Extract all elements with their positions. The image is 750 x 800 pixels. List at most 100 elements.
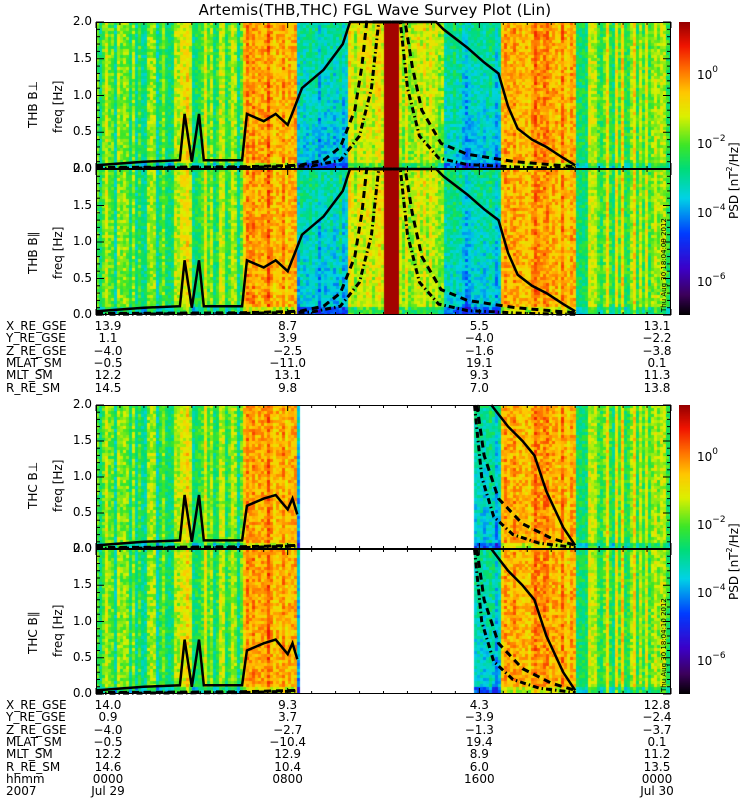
ephemeris-value: −4.0 [464, 331, 494, 346]
series-dashdot-line [95, 20, 576, 170]
timestamp-upper: Thu Aug 30 18:04:09 2012 [660, 218, 668, 312]
ephemeris-value: Jul 29 [91, 784, 125, 799]
y-tick-label: 0.0 [72, 307, 92, 321]
colorbar-tick-label: 10−6 [697, 651, 726, 669]
y-tick-label: 0.5 [72, 124, 92, 139]
ephemeris-value: −10.4 [269, 734, 307, 749]
ephemeris-value: 19.1 [465, 355, 493, 370]
ephemeris-label: X_RE_GSE [6, 698, 67, 712]
ephemeris-value: 12.2 [94, 368, 122, 383]
ephemeris-value: Jul 30 [640, 784, 674, 799]
colorbar-tick-label: 100 [697, 64, 719, 82]
ephemeris-value: 0.1 [647, 355, 667, 370]
series-dashed-line [95, 548, 576, 695]
ephemeris-value: 1600 [464, 771, 495, 786]
y-tick-label: 0.0 [72, 686, 92, 700]
panel-frame [96, 405, 671, 549]
panel-frame [96, 22, 671, 169]
ephemeris-value: 10.4 [274, 759, 302, 774]
y-tick-label: 1.0 [72, 87, 92, 102]
colorbar-tick-label: 10−4 [697, 202, 726, 220]
colorbar-tick-label: 100 [697, 447, 719, 465]
ephemeris-value: −0.5 [93, 734, 123, 749]
y-tick-label: 0.5 [72, 270, 92, 285]
ephemeris-value: 13.5 [643, 759, 671, 774]
ephemeris-label: Y_RE_GSE [6, 710, 66, 725]
ephemeris-value: 14.5 [94, 380, 122, 395]
ephemeris-value: −2.4 [642, 710, 672, 725]
ephemeris-value: −1.3 [464, 722, 494, 737]
ephemeris-value: −4.0 [93, 343, 123, 358]
spectrogram-thc-bpar [95, 548, 672, 695]
spectrogram-image [96, 405, 671, 549]
ephemeris-value: 12.8 [643, 698, 671, 712]
ephemeris-value: 6.0 [469, 759, 489, 774]
y-tick-label: 2.0 [72, 397, 92, 411]
ephemeris-value: 13.8 [643, 380, 671, 395]
ephemeris-value: 12.9 [274, 747, 302, 762]
spectrogram-thb-bpar [95, 167, 672, 316]
spectrogram-image [96, 549, 671, 694]
ephemeris-label: Z_RE_GSE [6, 343, 67, 358]
ephemeris-value: −2.5 [273, 343, 303, 358]
ephemeris-value: 13.9 [94, 319, 122, 333]
ephemeris-value: −0.5 [93, 355, 123, 370]
ephemeris-value: 8.7 [278, 319, 298, 333]
series-dashdot-line [95, 404, 576, 550]
y-tick-label: 1.5 [72, 50, 92, 65]
panel-label-thb-bperp: THB B⊥ [26, 80, 40, 128]
series-solid-line [95, 404, 577, 547]
ephemeris-value: 8.9 [469, 747, 489, 762]
ephemeris-value: −1.6 [464, 343, 494, 358]
spectrogram-thb-bperp [95, 20, 672, 170]
ephemeris-value: 0.1 [647, 734, 667, 749]
ephemeris-label: R_RE_SM [6, 759, 61, 774]
panel-label-thb-bpar: THB B∥ [26, 231, 40, 274]
colorbar-tick-label: 10−6 [697, 271, 726, 289]
y-tick-label: 0.5 [72, 649, 92, 664]
ephemeris-value: 12.2 [94, 747, 122, 762]
ephemeris-value: 1.1 [98, 331, 118, 346]
ephemeris-label: MLT_SM [6, 368, 53, 383]
ephemeris-label: 2007 [6, 784, 37, 799]
ephemeris-value: 13.1 [643, 319, 671, 333]
ephemeris-value: 0.9 [98, 710, 118, 725]
ephemeris-label: MLAT_SM [6, 734, 62, 749]
plot-title: Artemis(THB,THC) FGL Wave Survey Plot (L… [198, 1, 552, 19]
colorbar-tick-label: 10−2 [697, 515, 726, 533]
ephemeris-label: Y_RE_GSE [6, 331, 66, 346]
panel-label-thc-bperp: THC B⊥ [26, 461, 40, 509]
ephemeris-value: 0000 [641, 771, 673, 786]
spectrogram-thc-bperp [95, 404, 672, 550]
panel-label-thc-bpar: THC B∥ [26, 611, 40, 654]
y-tick-label: 1.5 [72, 197, 92, 212]
ephemeris-value: −2.7 [273, 722, 303, 737]
ephemeris-value: −3.9 [464, 710, 494, 725]
ephemeris-value: 0000 [92, 771, 124, 786]
ephemeris-value: 7.0 [469, 380, 489, 395]
ephemeris-value: 11.3 [643, 368, 671, 383]
y-tick-label: 1.5 [72, 577, 92, 592]
ephemeris-value: 9.3 [469, 368, 489, 383]
series-solid-line [95, 20, 576, 167]
series-solid-line [95, 167, 576, 313]
colorbar-label: PSD [nT2/Hz] [725, 522, 741, 600]
ephemeris-value: 13.1 [274, 368, 302, 383]
ephemeris-label: Z_RE_GSE [6, 722, 67, 737]
ephemeris-value: −4.0 [93, 722, 123, 737]
colorbar-label: PSD [nT2/Hz] [725, 141, 741, 219]
series-dashed-line [95, 404, 576, 550]
ephemeris-value: 9.3 [278, 698, 298, 712]
ephemeris-value: 5.5 [469, 319, 489, 333]
ephemeris-label: MLAT_SM [6, 355, 62, 370]
ephemeris-value: 19.4 [465, 734, 493, 749]
y-tick-label: 0.0 [72, 161, 92, 175]
colorbar-thc [679, 405, 690, 694]
ephemeris-value: 14.0 [94, 698, 122, 712]
colorbar-tick-label: 10−2 [697, 133, 726, 151]
panel-frame [96, 169, 671, 315]
panel-frame [96, 549, 671, 694]
ephemeris-value: 4.3 [469, 698, 489, 712]
spectrogram-image [96, 169, 671, 315]
y-tick-label: 1.0 [72, 234, 92, 248]
